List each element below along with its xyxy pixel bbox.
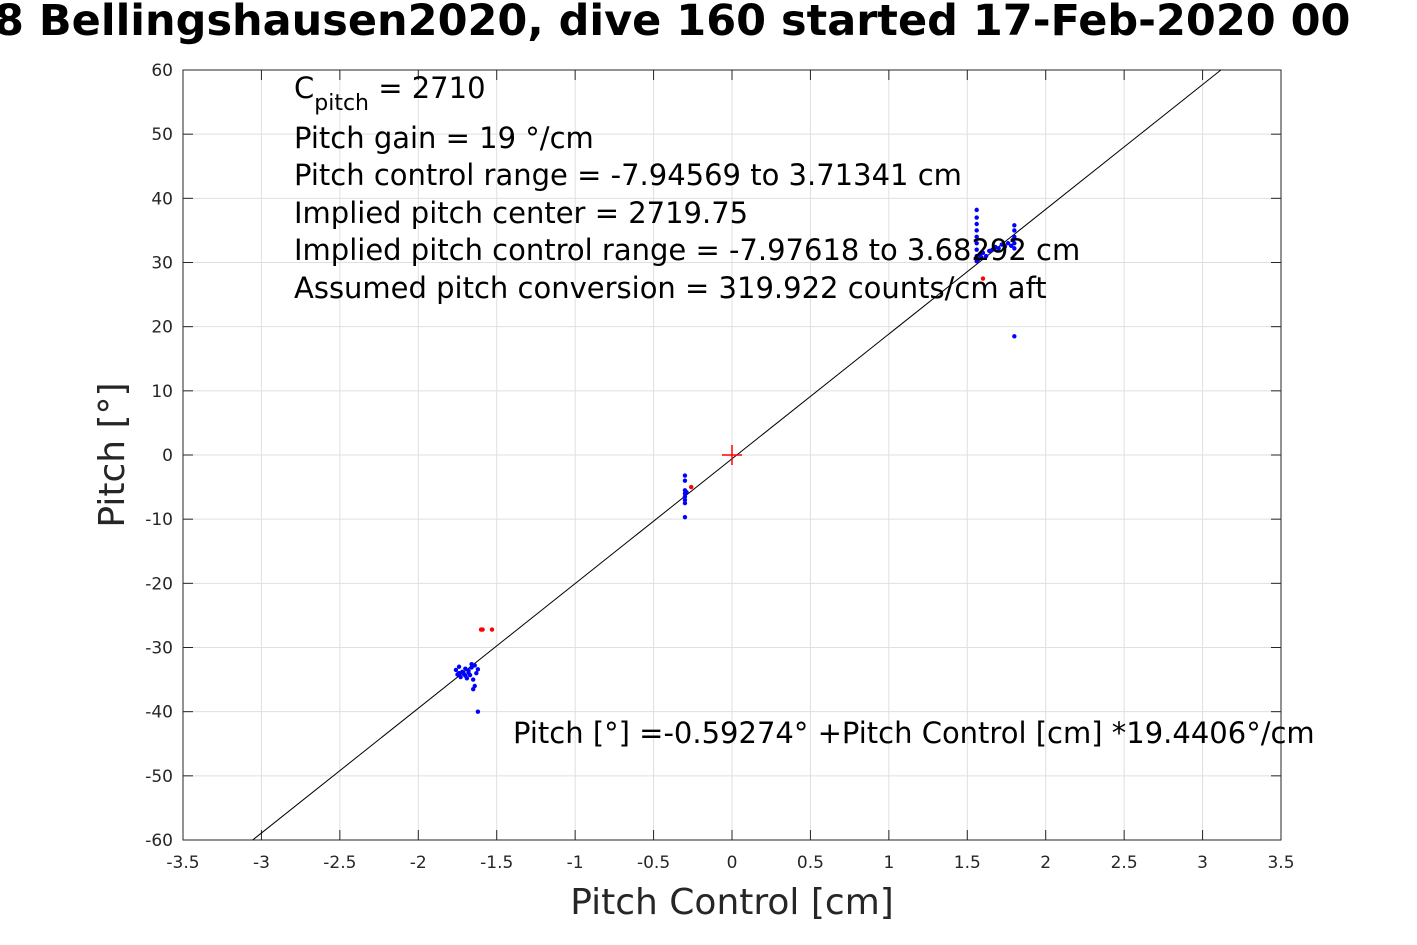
c-pitch-main: C <box>294 71 314 105</box>
center-marker-layer <box>722 445 742 465</box>
data-point <box>458 674 463 680</box>
data-point <box>475 709 481 714</box>
y-tick-label: -40 <box>145 703 173 723</box>
data-point <box>980 276 986 281</box>
data-point <box>974 241 979 246</box>
axis-ticks <box>182 69 1282 841</box>
y-tick-label: -50 <box>145 767 173 787</box>
c-pitch-annotation: Cpitch = 2710 <box>294 71 486 116</box>
fit-equation-annotation: Pitch [°] =-0.59274° +Pitch Control [cm]… <box>513 716 1315 750</box>
c-pitch-value: = 2710 <box>369 71 486 105</box>
data-point <box>974 221 979 227</box>
x-tick-label: -0.5 <box>637 853 670 873</box>
x-tick-label: -3.5 <box>166 853 199 873</box>
data-point <box>974 215 979 220</box>
data-point <box>682 473 688 478</box>
data-point <box>456 664 462 669</box>
x-tick-label: -3 <box>253 853 270 873</box>
x-axis-label: Pitch Control [cm] <box>570 882 894 923</box>
pitch-gain-annotation: Pitch gain = 19 °/cm <box>294 121 594 155</box>
y-tick-label: 60 <box>151 61 173 81</box>
x-tick-label: 0 <box>727 853 738 873</box>
data-point <box>463 673 468 678</box>
x-tick-label: 0.5 <box>797 853 824 873</box>
data-point <box>689 484 694 490</box>
data-point <box>453 667 459 673</box>
x-tick-label: -1 <box>567 853 584 873</box>
y-tick-label: 40 <box>151 189 173 209</box>
y-tick-label: 30 <box>151 254 173 274</box>
x-tick-label: 3 <box>1197 853 1208 873</box>
y-tick-label: -10 <box>145 510 173 530</box>
data-point <box>682 497 688 503</box>
c-pitch-subscript: pitch <box>314 91 369 116</box>
data-point <box>472 683 477 689</box>
tick-labels: -3.5 -3 -2.5 -2 -1.5 -1 -0.5 0 0.5 1 1.5 2 2.5 3 3.5 -6… <box>145 61 1294 873</box>
assumed-pitch-conversion-annotation: Assumed pitch conversion = 319.922 count… <box>294 271 1047 305</box>
data-point <box>1010 237 1015 243</box>
pitch-control-range-annotation: Pitch control range = -7.94569 to 3.7134… <box>294 158 962 192</box>
data-point <box>1012 228 1017 233</box>
data-point <box>974 247 979 252</box>
data-point <box>974 234 979 240</box>
x-tick-label: 2.5 <box>1111 853 1138 873</box>
data-point <box>474 670 479 676</box>
x-tick-label: -1.5 <box>480 853 513 873</box>
data-point <box>1012 223 1017 228</box>
data-point <box>996 246 1001 251</box>
data-point <box>682 494 688 499</box>
data-point <box>980 250 986 256</box>
x-tick-label: -2 <box>410 853 427 873</box>
data-point <box>1005 241 1011 246</box>
data-point <box>480 627 485 632</box>
x-tick-label: 1.5 <box>954 853 981 873</box>
data-point <box>1012 246 1017 251</box>
data-point <box>1009 243 1014 249</box>
implied-pitch-control-range-annotation: Implied pitch control range = -7.97618 t… <box>294 233 1080 267</box>
data-point <box>682 515 688 520</box>
x-tick-label: 3.5 <box>1267 853 1294 873</box>
x-tick-label: 2 <box>1040 853 1051 873</box>
y-tick-label: 0 <box>162 446 173 466</box>
x-tick-label: -2.5 <box>323 853 356 873</box>
data-point <box>682 500 688 506</box>
data-point <box>1002 244 1008 249</box>
data-point <box>469 661 474 667</box>
y-axis-label: Pitch [°] <box>92 382 133 527</box>
data-point <box>466 670 471 675</box>
data-point <box>475 667 481 672</box>
x-tick-label: 1 <box>883 853 894 873</box>
data-point <box>456 670 462 676</box>
y-tick-label: -60 <box>145 831 173 851</box>
implied-pitch-center-annotation: Implied pitch center = 2719.75 <box>294 196 748 230</box>
y-tick-label: 20 <box>151 318 173 338</box>
data-point <box>979 255 984 260</box>
y-tick-label: 50 <box>151 125 173 145</box>
data-point <box>682 478 688 483</box>
y-tick-label: 10 <box>151 382 173 402</box>
data-point <box>1012 334 1017 339</box>
data-point <box>470 677 476 682</box>
data-point <box>684 490 689 495</box>
data-point <box>974 207 979 213</box>
data-point <box>489 627 495 632</box>
chart-title: 8 Bellingshausen2020, dive 160 started 1… <box>0 0 1351 46</box>
y-tick-label: -20 <box>145 574 173 594</box>
data-point <box>974 228 979 233</box>
y-tick-label: -30 <box>145 639 173 659</box>
data-point <box>990 247 995 252</box>
data-points <box>453 207 1017 714</box>
data-point <box>983 253 989 259</box>
